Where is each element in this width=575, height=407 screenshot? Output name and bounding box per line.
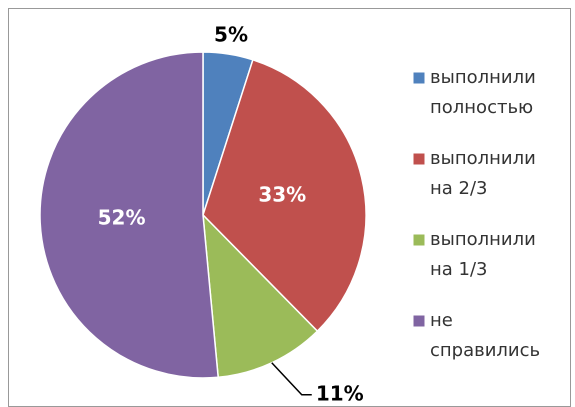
legend-swatch (412, 152, 426, 166)
pie-slice (202, 58, 367, 333)
data-label: 5% (214, 23, 248, 47)
data-label: 11% (316, 381, 364, 405)
legend-label: не справились (430, 310, 540, 361)
legend-label: выполнили полностью (430, 67, 536, 118)
legend-label: выполнили на 1/3 (430, 229, 536, 280)
data-label: 33% (258, 183, 306, 207)
legend-swatch (412, 314, 426, 328)
pie-slice (202, 212, 319, 379)
legend-swatch (412, 71, 426, 85)
leader-line (271, 362, 312, 396)
legend-label: выполнили на 2/3 (430, 148, 536, 199)
legend-swatch (412, 233, 426, 247)
data-label: 52% (98, 205, 146, 229)
pie-slice (39, 51, 220, 379)
